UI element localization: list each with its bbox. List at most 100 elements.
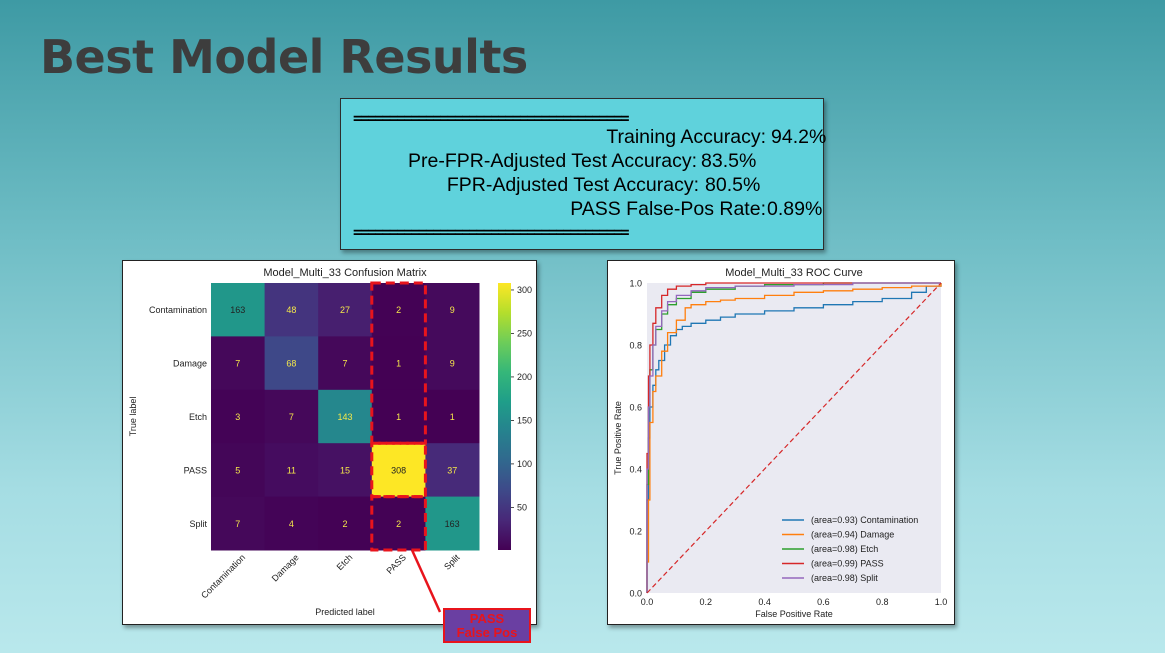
pass-false-pos-rate-row: PASS False-Pos Rate: 0.89% xyxy=(341,198,825,222)
training-accuracy-label: Training Accuracy: xyxy=(606,126,766,148)
cm-cell xyxy=(425,443,480,498)
cm-cell-value: 9 xyxy=(450,305,455,315)
cm-colorbar-tick-label: 200 xyxy=(517,372,532,382)
callout-line-1: PASS xyxy=(469,611,505,626)
cm-y-tick-label: Etch xyxy=(189,412,207,422)
cm-cell-value: 7 xyxy=(342,359,347,369)
cm-cell-value: 9 xyxy=(450,359,455,369)
roc-y-tick-label: 0.6 xyxy=(629,403,642,413)
roc-x-tick-label: 0.0 xyxy=(641,597,654,607)
roc-y-tick-label: 1.0 xyxy=(629,279,642,289)
cm-cell xyxy=(318,443,373,498)
pre-fpr-test-accuracy-value: 83.5% xyxy=(701,150,757,172)
cm-colorbar-tick-label: 300 xyxy=(517,285,532,295)
cm-cell xyxy=(371,443,426,498)
cm-colorbar-tick-label: 150 xyxy=(517,416,532,426)
roc-y-tick-label: 0.0 xyxy=(629,589,642,599)
cm-cell xyxy=(318,336,373,391)
roc-series-line xyxy=(646,283,942,593)
cm-x-tick-label: PASS xyxy=(384,552,408,576)
divider-bottom: ====================================== xyxy=(353,225,630,239)
cm-colorbar-tick-label: 100 xyxy=(517,459,532,469)
pass-false-pos-callout: PASS False Pos xyxy=(443,608,531,643)
roc-legend-label: (area=0.94) Damage xyxy=(811,530,894,540)
cm-cell-value: 7 xyxy=(235,359,240,369)
cm-cell-value: 11 xyxy=(287,465,296,475)
cm-cell xyxy=(211,283,266,337)
cm-x-axis-label: Predicted label xyxy=(315,607,375,617)
cm-x-tick-label: Split xyxy=(442,552,462,572)
cm-cell-value: 37 xyxy=(447,465,457,475)
cm-cell xyxy=(425,496,480,551)
roc-x-axis-label: False Positive Rate xyxy=(755,609,833,619)
cm-y-tick-label: Contamination xyxy=(149,305,207,315)
cm-y-axis-label: True label xyxy=(128,397,138,437)
cm-y-tick-label: Split xyxy=(189,519,207,529)
cm-y-tick-label: PASS xyxy=(184,465,207,475)
fpr-adjusted-test-accuracy-value: 80.5% xyxy=(705,174,761,196)
cm-cell-value: 143 xyxy=(337,412,352,422)
roc-y-tick-label: 0.2 xyxy=(629,527,642,537)
roc-legend-label: (area=0.98) Split xyxy=(811,573,878,583)
roc-curve-panel: Model_Multi_33 ROC Curve 0.0 0.2 0.4 0.6 0.8 1… xyxy=(607,260,955,625)
cm-colorbar-tick-label: 50 xyxy=(517,503,527,513)
cm-highlight-pass-column xyxy=(370,281,427,445)
roc-chance-line xyxy=(646,282,942,594)
cm-cell-value: 308 xyxy=(391,465,406,475)
cm-cell xyxy=(211,443,266,498)
roc-x-tick-label: 1.0 xyxy=(935,597,948,607)
cm-cell-value: 2 xyxy=(396,519,401,529)
roc-series-line xyxy=(646,283,942,593)
roc-x-tick-label: 0.6 xyxy=(817,597,830,607)
training-accuracy-value: 94.2% xyxy=(771,126,827,148)
roc-y-tick-label: 0.4 xyxy=(629,465,642,475)
cm-cell-value: 1 xyxy=(396,412,401,422)
cm-cell-value: 68 xyxy=(286,359,296,369)
cm-highlight-pass-cell xyxy=(370,441,427,499)
cm-cell-value: 27 xyxy=(340,305,350,315)
cm-cell xyxy=(318,496,373,551)
cm-cell-value: 163 xyxy=(445,519,460,529)
roc-x-tick-label: 0.4 xyxy=(758,597,771,607)
accuracy-summary-box: ====================================== T… xyxy=(340,98,827,250)
roc-x-tick-label: 0.2 xyxy=(700,597,713,607)
cm-colorbar-tick-label: 250 xyxy=(517,329,532,339)
fpr-adjusted-test-accuracy-label: FPR-Adjusted Test Accuracy: xyxy=(446,174,699,196)
cm-cell xyxy=(371,496,426,551)
cm-cell xyxy=(425,389,480,444)
roc-legend-label: (area=0.98) Etch xyxy=(811,544,878,554)
roc-x-tick-label: 0.8 xyxy=(876,597,889,607)
pass-false-pos-rate-value: 0.89% xyxy=(767,198,823,220)
slide-title: Best Model Results xyxy=(40,30,528,84)
cm-highlight-split-cell xyxy=(370,495,427,552)
roc-y-axis-label: True Positive Rate xyxy=(613,401,623,475)
cm-cell-value: 2 xyxy=(342,519,347,529)
cm-cell xyxy=(264,496,319,551)
cm-cell-value: 48 xyxy=(286,305,296,315)
cm-cell xyxy=(211,496,266,551)
cm-cell xyxy=(211,389,266,444)
cm-cell-value: 3 xyxy=(235,412,240,422)
pre-fpr-test-accuracy-row: Pre-FPR-Adjusted Test Accuracy: 83.5% xyxy=(341,150,825,174)
roc-legend-label: (area=0.93) Contamination xyxy=(811,515,918,525)
cm-colorbar xyxy=(498,283,511,550)
cm-cell-value: 163 xyxy=(230,305,245,315)
cm-y-tick-label: Damage xyxy=(173,359,207,369)
cm-cell xyxy=(371,389,426,444)
cm-cell-value: 5 xyxy=(235,465,240,475)
cm-cell-value: 4 xyxy=(289,519,294,529)
cm-cell xyxy=(318,389,373,444)
fpr-adjusted-test-accuracy-row: FPR-Adjusted Test Accuracy: 80.5% xyxy=(341,174,825,198)
cm-cell-value: 7 xyxy=(289,412,294,422)
cm-cell xyxy=(264,443,319,498)
cm-cell xyxy=(371,336,426,391)
cm-cell-value: 7 xyxy=(235,519,240,529)
cm-cell xyxy=(371,283,426,337)
roc-title: Model_Multi_33 ROC Curve xyxy=(725,267,863,279)
divider-top: ====================================== xyxy=(353,111,630,125)
pre-fpr-test-accuracy-label: Pre-FPR-Adjusted Test Accuracy: xyxy=(408,150,697,172)
cm-cell xyxy=(264,283,319,337)
cm-cell xyxy=(211,336,266,391)
cm-cell xyxy=(264,389,319,444)
